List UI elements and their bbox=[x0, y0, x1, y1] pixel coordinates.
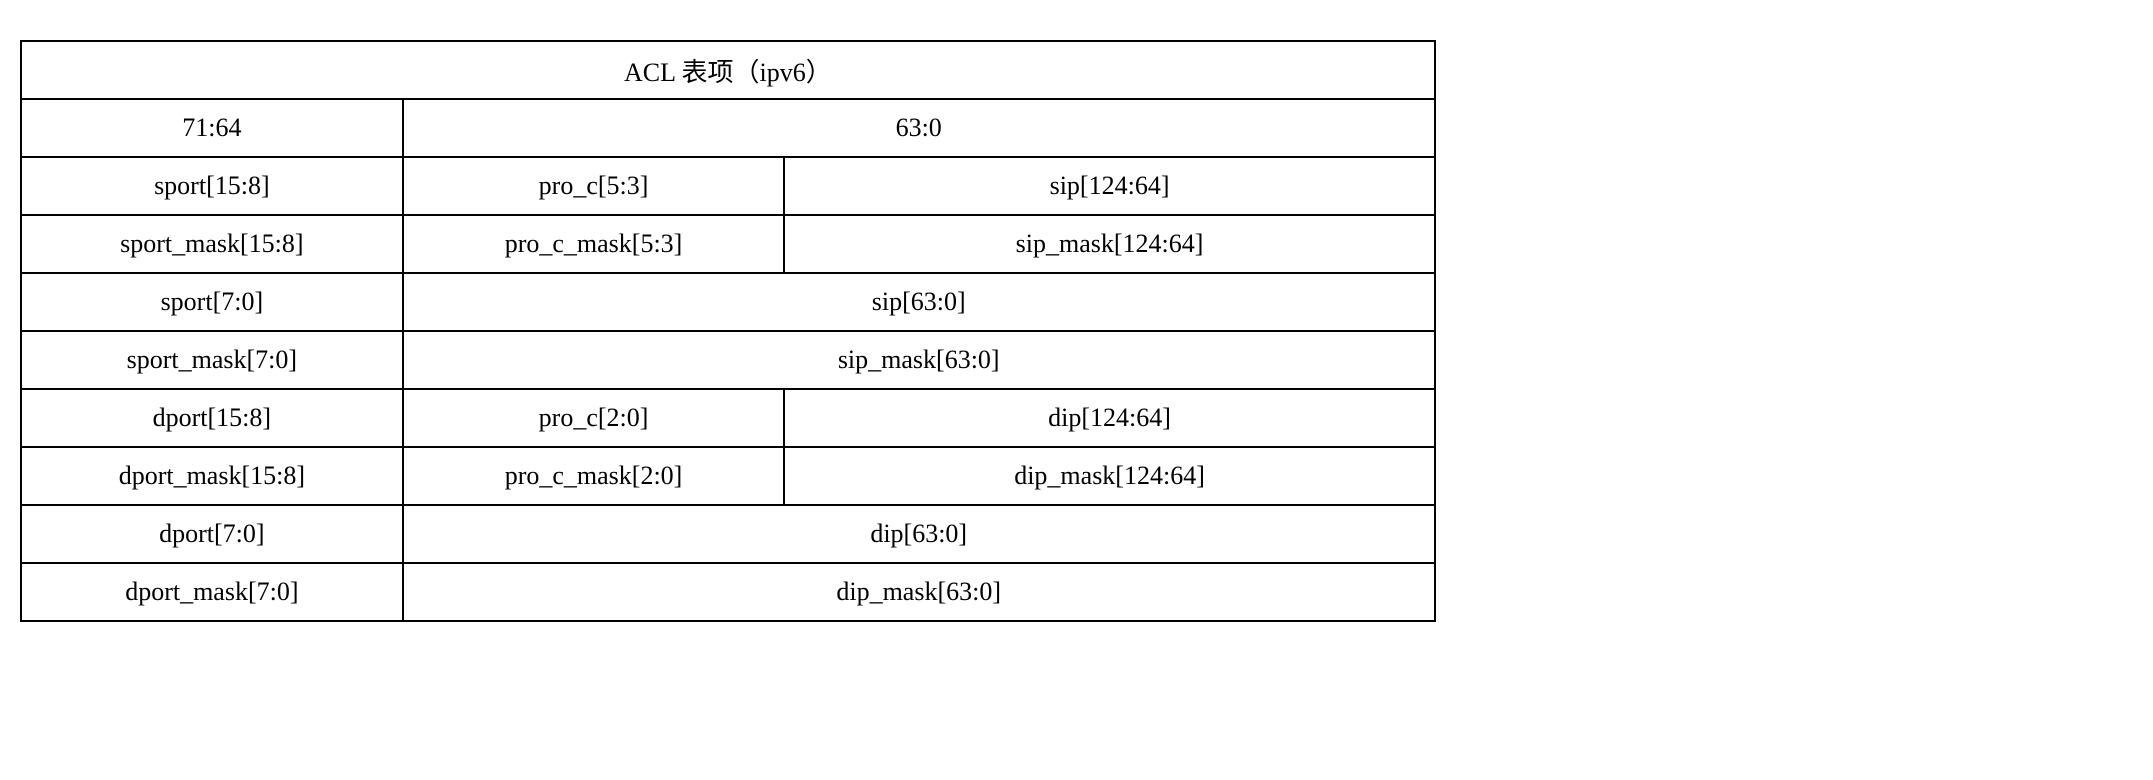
table-header-row: 71:64 63:0 bbox=[21, 99, 1435, 157]
header-right: 63:0 bbox=[403, 99, 1435, 157]
cell: sip[124:64] bbox=[784, 157, 1434, 215]
cell: dip_mask[63:0] bbox=[403, 563, 1435, 621]
cell: sip_mask[63:0] bbox=[403, 331, 1435, 389]
cell: sip_mask[124:64] bbox=[784, 215, 1434, 273]
cell: pro_c_mask[5:3] bbox=[403, 215, 785, 273]
table-title: ACL 表项（ipv6） bbox=[21, 41, 1435, 99]
table-row: dport[7:0] dip[63:0] bbox=[21, 505, 1435, 563]
table-row: dport_mask[15:8] pro_c_mask[2:0] dip_mas… bbox=[21, 447, 1435, 505]
cell: dport[15:8] bbox=[21, 389, 403, 447]
cell: pro_c[2:0] bbox=[403, 389, 785, 447]
acl-ipv6-table: ACL 表项（ipv6） 71:64 63:0 sport[15:8] pro_… bbox=[20, 40, 1436, 622]
table-row: sport_mask[15:8] pro_c_mask[5:3] sip_mas… bbox=[21, 215, 1435, 273]
cell: dport_mask[7:0] bbox=[21, 563, 403, 621]
cell: sport_mask[7:0] bbox=[21, 331, 403, 389]
table-row: sport_mask[7:0] sip_mask[63:0] bbox=[21, 331, 1435, 389]
table-title-row: ACL 表项（ipv6） bbox=[21, 41, 1435, 99]
header-left: 71:64 bbox=[21, 99, 403, 157]
cell: sip[63:0] bbox=[403, 273, 1435, 331]
table-row: sport[7:0] sip[63:0] bbox=[21, 273, 1435, 331]
cell: dip[124:64] bbox=[784, 389, 1434, 447]
cell: sport[7:0] bbox=[21, 273, 403, 331]
cell: sport_mask[15:8] bbox=[21, 215, 403, 273]
table-row: dport[15:8] pro_c[2:0] dip[124:64] bbox=[21, 389, 1435, 447]
cell: dip[63:0] bbox=[403, 505, 1435, 563]
cell: dport_mask[15:8] bbox=[21, 447, 403, 505]
cell: pro_c_mask[2:0] bbox=[403, 447, 785, 505]
cell: dip_mask[124:64] bbox=[784, 447, 1434, 505]
cell: dport[7:0] bbox=[21, 505, 403, 563]
table-row: dport_mask[7:0] dip_mask[63:0] bbox=[21, 563, 1435, 621]
cell: sport[15:8] bbox=[21, 157, 403, 215]
table-row: sport[15:8] pro_c[5:3] sip[124:64] bbox=[21, 157, 1435, 215]
cell: pro_c[5:3] bbox=[403, 157, 785, 215]
